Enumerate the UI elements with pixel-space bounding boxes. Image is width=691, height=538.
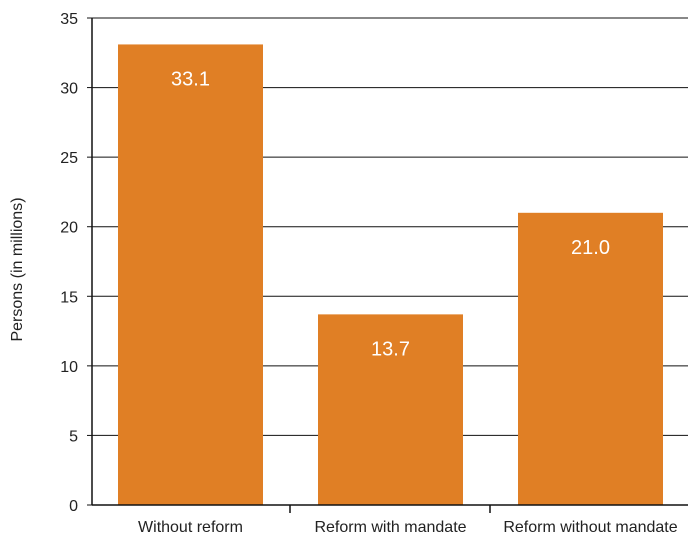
x-category-label: Reform with mandate bbox=[314, 519, 466, 536]
y-tick-label: 0 bbox=[69, 498, 78, 515]
bar-data-labels: 33.1 13.7 21.0 bbox=[171, 68, 610, 360]
y-tick-label: 35 bbox=[60, 11, 78, 28]
bar bbox=[118, 44, 263, 506]
y-tick-label: 15 bbox=[60, 289, 78, 306]
x-category-label: Without reform bbox=[138, 519, 243, 536]
x-category-labels: Without reform Reform with mandate Reform … bbox=[138, 519, 678, 536]
bar-value-label: 33.1 bbox=[171, 68, 210, 90]
y-tick-labels: 0 5 10 15 20 25 30 35 bbox=[60, 11, 92, 515]
y-tick-label: 30 bbox=[60, 81, 78, 98]
y-tick-label: 5 bbox=[69, 428, 78, 445]
y-tick-label: 25 bbox=[60, 150, 78, 167]
bar-value-label: 21.0 bbox=[571, 237, 610, 259]
y-axis-title: Persons (in millions) bbox=[9, 197, 26, 341]
axes bbox=[91, 18, 688, 506]
y-tick-label: 10 bbox=[60, 359, 78, 376]
x-tick-marks bbox=[289, 505, 491, 513]
y-tick-label: 20 bbox=[60, 220, 78, 237]
bars bbox=[118, 44, 663, 506]
x-category-label: Reform without mandate bbox=[503, 519, 677, 536]
bar-value-label: 13.7 bbox=[371, 338, 410, 360]
bar bbox=[518, 212, 663, 506]
bar bbox=[318, 314, 463, 505]
